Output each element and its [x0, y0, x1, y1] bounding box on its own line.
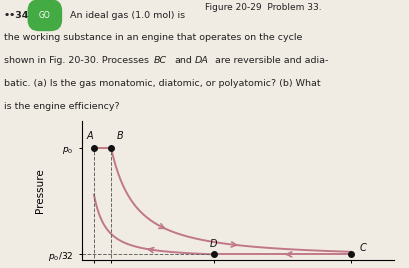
- Text: C: C: [358, 243, 365, 253]
- Text: D: D: [209, 239, 217, 249]
- Text: shown in Fig. 20-30. Processes: shown in Fig. 20-30. Processes: [4, 56, 149, 65]
- Text: is the engine efficiency?: is the engine efficiency?: [4, 102, 119, 111]
- Text: and: and: [174, 56, 192, 65]
- Text: DA: DA: [194, 56, 208, 65]
- Text: Figure 20-29  Problem 33.: Figure 20-29 Problem 33.: [204, 3, 321, 12]
- Text: A: A: [86, 131, 93, 142]
- Y-axis label: Pressure: Pressure: [35, 168, 45, 213]
- Text: ••34: ••34: [4, 11, 29, 20]
- Text: are reversible and adia-: are reversible and adia-: [215, 56, 328, 65]
- Text: B: B: [116, 131, 123, 142]
- Text: the working substance in an engine that operates on the cycle: the working substance in an engine that …: [4, 34, 302, 43]
- Text: An ideal gas (1.0 mol) is: An ideal gas (1.0 mol) is: [70, 11, 184, 20]
- Text: GO: GO: [39, 11, 51, 20]
- Text: BC: BC: [153, 56, 166, 65]
- Text: batic. (a) Is the gas monatomic, diatomic, or polyatomic? (b) What: batic. (a) Is the gas monatomic, diatomi…: [4, 79, 320, 88]
